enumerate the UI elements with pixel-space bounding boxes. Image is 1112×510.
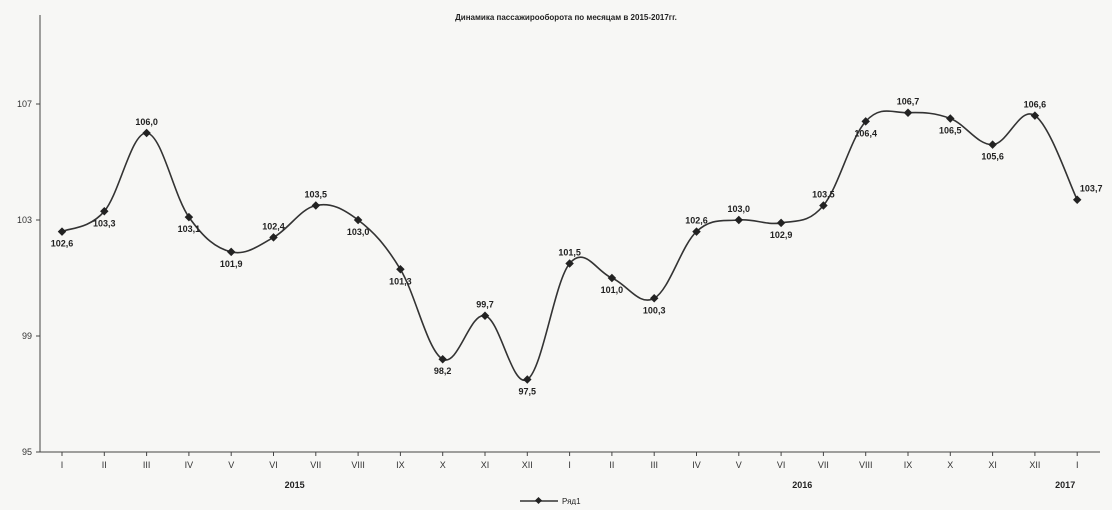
data-label: 102,9 — [770, 230, 793, 240]
data-label: 103,1 — [178, 224, 201, 234]
data-point — [607, 273, 617, 283]
data-label: 101,5 — [558, 248, 581, 258]
x-ticks: I II III IV V VI VII VIII IX X XI XII I II III IV V VI VII… — [61, 452, 1079, 470]
x-tick-label: I — [61, 460, 64, 470]
x-tick-label: II — [609, 460, 614, 470]
year-label: 2016 — [792, 480, 812, 490]
x-tick-label: V — [228, 460, 234, 470]
x-tick-label: X — [947, 460, 953, 470]
data-label: 103,5 — [812, 190, 835, 200]
data-point — [523, 375, 532, 384]
data-label: 106,5 — [939, 126, 962, 136]
data-point — [396, 265, 405, 274]
data-label: 100,3 — [643, 305, 666, 315]
chart-title: Динамика пассажирооборота по месяцам в 2… — [455, 13, 677, 22]
data-point — [480, 311, 490, 320]
data-point — [903, 108, 913, 117]
data-markers — [57, 108, 1082, 384]
data-label: 106,0 — [135, 117, 158, 127]
year-labels: 2015 2016 2017 — [285, 480, 1076, 490]
data-label: 102,6 — [51, 239, 74, 249]
x-tick-label: XII — [1029, 460, 1040, 470]
data-label: 103,5 — [305, 190, 328, 200]
x-tick-label: XI — [988, 460, 997, 470]
y-tick-label: 103 — [17, 215, 32, 225]
data-point — [565, 259, 574, 268]
x-tick-label: V — [736, 460, 742, 470]
data-point — [438, 354, 447, 364]
data-label: 106,6 — [1024, 100, 1047, 110]
data-point — [1072, 195, 1082, 204]
data-label: 103,0 — [728, 204, 751, 214]
x-tick-label: IV — [692, 460, 701, 470]
data-label: 106,4 — [854, 128, 877, 138]
data-label: 101,0 — [601, 285, 624, 295]
x-tick-label: X — [440, 460, 446, 470]
x-tick-label: III — [143, 460, 151, 470]
x-tick-label: IX — [396, 460, 405, 470]
data-label: 106,7 — [897, 97, 920, 107]
x-tick-label: IV — [185, 460, 194, 470]
x-tick-label: VI — [269, 460, 278, 470]
data-label: 102,6 — [685, 216, 708, 226]
data-label: 105,6 — [981, 152, 1004, 162]
legend: Ряд1 — [520, 496, 581, 506]
data-label: 103,7 — [1080, 184, 1103, 194]
data-label: 101,9 — [220, 259, 243, 269]
legend-marker — [534, 496, 543, 505]
data-point — [57, 227, 67, 236]
data-label: 99,7 — [476, 300, 494, 310]
year-label: 2017 — [1055, 480, 1075, 490]
y-ticks: 95 99 103 107 — [17, 99, 40, 457]
x-tick-label: VI — [777, 460, 786, 470]
x-tick-label: III — [650, 460, 658, 470]
x-tick-label: I — [568, 460, 571, 470]
data-point — [226, 247, 236, 257]
data-point — [946, 114, 955, 123]
x-tick-label: IX — [904, 460, 913, 470]
data-label: 97,5 — [519, 387, 537, 397]
data-point — [734, 215, 744, 225]
x-tick-label: VIII — [351, 460, 365, 470]
y-tick-label: 95 — [22, 447, 32, 457]
x-tick-label: II — [102, 460, 107, 470]
x-tick-label: XII — [522, 460, 533, 470]
data-point — [776, 218, 786, 228]
data-label: 103,0 — [347, 227, 370, 237]
y-tick-label: 107 — [17, 99, 32, 109]
data-point — [100, 207, 109, 216]
data-label: 103,3 — [93, 218, 116, 228]
data-label: 102,4 — [262, 221, 285, 231]
data-point — [353, 215, 363, 225]
data-label: 98,2 — [434, 366, 452, 376]
x-tick-label: VII — [310, 460, 321, 470]
x-tick-label: VII — [818, 460, 829, 470]
x-tick-label: XI — [481, 460, 490, 470]
x-tick-label: VIII — [859, 460, 873, 470]
data-point — [988, 140, 997, 149]
year-label: 2015 — [285, 480, 305, 490]
data-point — [142, 128, 151, 138]
data-point — [311, 201, 321, 210]
data-point — [649, 294, 659, 303]
series-line — [61, 110, 1078, 382]
data-label: 101,3 — [389, 276, 412, 286]
data-point — [269, 233, 278, 242]
y-tick-label: 99 — [22, 331, 32, 341]
data-labels: 102,6 103,3 106,0 103,1 101,9 102,4 103,5 103,0… — [51, 97, 1103, 397]
data-point — [184, 212, 194, 222]
legend-entry: Ряд1 — [562, 497, 581, 505]
x-tick-label: I — [1076, 460, 1079, 470]
